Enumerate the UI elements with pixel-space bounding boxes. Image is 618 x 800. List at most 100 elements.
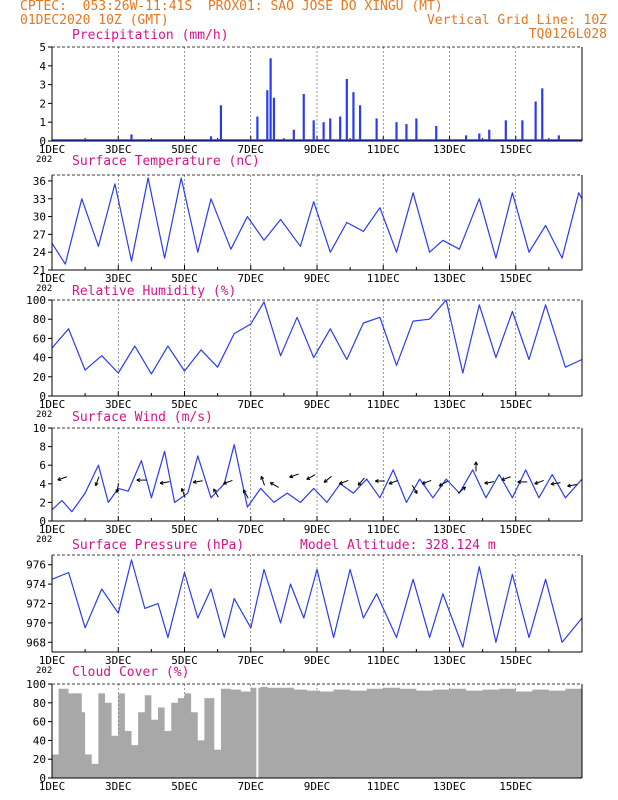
wind-arrow-shaft (306, 474, 316, 480)
y-tick-label: 2 (39, 496, 46, 509)
cloud-title: Cloud Cover (%) (72, 665, 190, 680)
wind-arrow-head (323, 479, 326, 483)
x-tick-label: 9DEC (304, 523, 331, 536)
wind-arrow-shaft (57, 476, 67, 481)
y-tick-label: 60 (33, 716, 46, 729)
wind-arrow-head (375, 478, 379, 482)
y-tick-label: 40 (33, 352, 46, 365)
precip-bar (358, 105, 362, 141)
wind-arrow-head (260, 475, 265, 480)
humidity-title: Relative Humidity (%) (72, 284, 237, 299)
y-tick-label: 80 (33, 313, 46, 326)
wind-arrow (222, 479, 233, 485)
wind-arrow (180, 488, 186, 498)
wind-panel: 0 2 4 6 8 10 1DEC 3DEC 5DEC 7DEC 9DEC 11DEC 13DEC 15D… (33, 422, 583, 545)
wind-arrow-shaft (439, 480, 448, 487)
x-tick-label: 1DEC (39, 398, 66, 411)
model-altitude: Model Altitude: 328.124 m (300, 538, 496, 553)
wind-arrow-head (306, 476, 310, 480)
wind-arrow (57, 476, 67, 481)
y-tick-label: 3 (39, 79, 46, 92)
precip-bar (557, 135, 560, 141)
wind-arrow (484, 480, 495, 485)
wind-arrow-head (501, 477, 505, 481)
wind-arrow (388, 479, 399, 485)
wind-arrow-shaft (339, 479, 349, 485)
y-tick-label: 0 (39, 515, 46, 528)
wind-arrow-shaft (289, 473, 299, 478)
humidity-panel: 0 20 40 60 80 100 1DEC 3DEC 5DEC 7DEC 9DEC 11DEC 13D… (26, 294, 583, 420)
wind-arrow (375, 478, 385, 484)
wind-arrow-head (550, 481, 555, 485)
x-tick-label: 3DEC (105, 398, 132, 411)
y-tick-label: 30 (33, 211, 46, 224)
precip-bar (312, 120, 315, 141)
wind-arrow-head (413, 491, 418, 494)
y-tick-label: 4 (39, 478, 46, 491)
wind-arrow (517, 479, 528, 484)
wind-arrow (306, 474, 316, 480)
wind-arrow-shaft (534, 479, 544, 485)
header-code: TQ0126L028 (528, 27, 607, 42)
precip-bar (504, 120, 507, 141)
x-tick-label: 15DEC (499, 523, 532, 536)
x-tick-label: 13DEC (433, 654, 466, 667)
x-tick-label: 3DEC (105, 654, 132, 667)
wind-arrow-shaft (484, 481, 495, 484)
y-tick-label: 0 (39, 772, 46, 785)
wind-arrow-shaft (550, 482, 561, 485)
wind-arrow-head (243, 489, 247, 493)
wind-arrow (242, 489, 249, 499)
x-tick-label: 15DEC (499, 143, 532, 156)
x-tick-label: 1DEC (39, 272, 66, 285)
wind-arrow (136, 478, 147, 483)
y-tick-label: 4 (39, 60, 46, 73)
x-tick-label: 5DEC (171, 143, 198, 156)
wind-arrow (94, 476, 100, 487)
x-tick-label: 15DEC (499, 272, 532, 285)
precip-bar (464, 135, 468, 141)
y-tick-label: 36 (33, 175, 46, 188)
wind-arrow-head (463, 486, 467, 491)
wind-arrow-shaft (213, 488, 219, 498)
y-tick-label: 10 (33, 422, 46, 435)
x-tick-label: 13DEC (433, 272, 466, 285)
wind-arrow-shaft (243, 489, 249, 499)
x-tick-label: 1DEC (39, 780, 66, 793)
x-tick-label: 7DEC (238, 272, 265, 285)
wind-arrow-shaft (116, 483, 120, 493)
wind-arrow-shaft (260, 476, 266, 486)
precip-bar (329, 118, 332, 141)
wind-arrow-shaft (567, 483, 578, 487)
y-tick-label: 5 (39, 41, 46, 54)
wind-arrow (457, 486, 467, 494)
wind-arrow (438, 480, 448, 487)
x-tick-label: 11DEC (367, 523, 400, 536)
wind-arrow (411, 484, 418, 494)
x-tick-label: 5DEC (171, 523, 198, 536)
wind-arrow-shaft (270, 482, 279, 488)
wind-arrow-head (289, 474, 293, 478)
precip-bar (272, 97, 276, 141)
precip-bar (415, 118, 418, 141)
pressure-title: Surface Pressure (hPa) (72, 538, 245, 553)
header-date: 01DEC2020 10Z (GMT) (20, 13, 169, 28)
x-year-label: 202 (36, 155, 52, 165)
wind-arrow (534, 479, 544, 485)
wind-arrow-head (222, 480, 227, 485)
wind-arrow (338, 479, 349, 485)
wind-arrow (357, 477, 365, 486)
precip-bar (256, 116, 259, 141)
wind-arrow-shaft (159, 481, 170, 484)
precip-bar (521, 120, 524, 141)
x-tick-label: 9DEC (304, 780, 331, 793)
x-tick-label: 13DEC (433, 398, 466, 411)
x-tick-label: 9DEC (304, 272, 331, 285)
wind-arrow-shaft (421, 479, 432, 485)
precip-bar (130, 134, 133, 141)
wind-arrow-shaft (223, 479, 233, 485)
x-year-label: 202 (36, 535, 52, 545)
x-tick-label: 15DEC (499, 398, 532, 411)
wind-arrow-head (57, 477, 61, 481)
